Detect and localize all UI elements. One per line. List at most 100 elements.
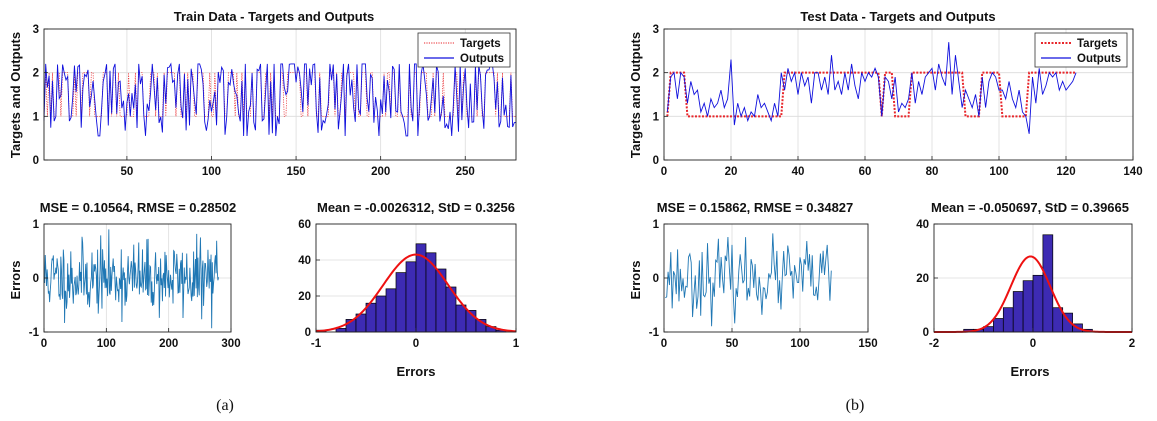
histogram-bar: [1032, 274, 1044, 333]
histogram-bar: [1042, 234, 1054, 333]
x-tick-label: 140: [1123, 166, 1142, 178]
test-targets-outputs-chart: Test Data - Targets and Outputs Targets …: [628, 9, 1143, 178]
y-tick-label: -1: [29, 327, 40, 339]
y-tick-label: 40: [916, 219, 929, 231]
y-tick-label: 1: [653, 219, 660, 231]
histogram-bar: [405, 261, 417, 333]
axes: 0 20 40 60 80 100 120 140 0 1 2 3 Targets Outputs: [653, 24, 1143, 178]
y-tick-label: 2: [33, 68, 39, 80]
legend-label-targets: Targets: [460, 38, 501, 50]
y-tick-label: 0: [305, 327, 311, 339]
y-axis-label: Errors: [628, 260, 643, 299]
legend-label-outputs: Outputs: [1077, 53, 1121, 65]
caption-a: (a): [216, 397, 234, 414]
x-tick-label: 20: [725, 166, 738, 178]
histogram-bar: [395, 272, 407, 333]
histogram-bar: [425, 252, 437, 333]
y-tick-label: 40: [298, 255, 311, 267]
test-errors-chart: MSE = 0.15862, RMSE = 0.34827 Errors 0 50…: [628, 200, 878, 350]
train-targets-outputs-chart: Train Data - Targets and Outputs Targets…: [8, 9, 517, 178]
x-tick-label: 0: [1030, 338, 1036, 350]
x-tick-label: 120: [1056, 166, 1075, 178]
y-tick-label: 2: [653, 68, 659, 80]
x-axis-label: Errors: [396, 364, 435, 379]
x-tick-label: 100: [790, 338, 809, 350]
histogram-bar: [455, 304, 467, 333]
y-axis-label: Targets and Outputs: [628, 32, 643, 158]
chart-title: Mean = -0.0026312, StD = 0.3256: [317, 200, 515, 215]
chart-title: Test Data - Targets and Outputs: [800, 9, 995, 24]
axes: 0 50 100 150-101: [649, 219, 878, 350]
y-tick-label: 3: [33, 24, 39, 36]
x-tick-label: -1: [311, 338, 322, 350]
histogram-bar: [993, 318, 1004, 333]
test-error-histogram-chart: Mean = -0.050697, StD = 0.39665 Errors -…: [916, 200, 1135, 379]
x-tick-label: 0: [661, 338, 667, 350]
x-tick-label: 250: [456, 166, 475, 178]
series-targets: [666, 71, 1077, 118]
axes-frame: [663, 28, 1134, 161]
series-outputs: [43, 62, 517, 137]
plot-data: [665, 233, 832, 327]
histogram-bar: [1002, 307, 1014, 333]
x-tick-label: 0: [41, 338, 47, 350]
histogram-bar: [1022, 280, 1034, 333]
normal-fit-curve: [315, 253, 517, 333]
x-tick-label: 150: [286, 166, 305, 178]
plot-data: [315, 243, 517, 333]
x-tick-label: 40: [792, 166, 805, 178]
axes-frame: [43, 28, 517, 161]
y-tick-label: 0: [653, 155, 659, 167]
histogram-bar: [385, 288, 397, 333]
caption-b: (b): [846, 397, 865, 414]
y-tick-label: 0: [33, 273, 39, 285]
y-tick-label: 0: [33, 155, 39, 167]
chart-title: MSE = 0.10564, RMSE = 0.28502: [40, 200, 237, 215]
x-tick-label: 200: [371, 166, 390, 178]
x-tick-label: 2: [1129, 338, 1135, 350]
legend-label-targets: Targets: [1077, 38, 1118, 50]
plot-data: [43, 62, 517, 137]
histogram-bar: [375, 295, 387, 333]
y-axis-label: Errors: [8, 260, 23, 299]
x-tick-label: 300: [221, 338, 240, 350]
x-tick-label: 0: [661, 166, 667, 178]
x-tick-label: 80: [926, 166, 939, 178]
y-tick-label: 0: [923, 327, 929, 339]
y-tick-label: 20: [298, 291, 311, 303]
x-tick-label: 50: [120, 166, 133, 178]
y-axis-label: Targets and Outputs: [8, 32, 23, 158]
train-error-histogram-chart: Mean = -0.0026312, StD = 0.3256 Errors -…: [298, 200, 520, 379]
y-tick-label: 20: [916, 273, 929, 285]
x-tick-label: 150: [858, 338, 877, 350]
x-tick-label: 60: [859, 166, 872, 178]
legend: Targets Outputs: [417, 32, 511, 68]
series-outputs: [666, 42, 1077, 134]
series-errors: [665, 233, 832, 327]
legend-label-outputs: Outputs: [460, 53, 504, 65]
axes: 0 100 200 300-101: [29, 219, 241, 350]
y-tick-label: 0: [653, 273, 659, 285]
plot-data: [666, 42, 1077, 134]
x-axis-label: Errors: [1010, 364, 1049, 379]
x-tick-label: 50: [726, 338, 739, 350]
y-tick-label: 1: [33, 219, 40, 231]
legend-box: [1034, 32, 1128, 68]
x-tick-label: 200: [159, 338, 178, 350]
x-tick-label: 0: [413, 338, 419, 350]
grid-lines: [664, 224, 868, 332]
x-tick-label: 100: [97, 338, 116, 350]
x-tick-label: 100: [989, 166, 1008, 178]
series-errors: [44, 229, 219, 329]
x-tick-label: 100: [202, 166, 221, 178]
plot-data: [44, 229, 219, 329]
y-tick-label: 1: [653, 111, 660, 123]
chart-title: Train Data - Targets and Outputs: [174, 9, 375, 24]
legend-box: [417, 32, 511, 68]
x-tick-label: -2: [929, 338, 939, 350]
chart-title: Mean = -0.050697, StD = 0.39665: [931, 200, 1129, 215]
axes: 50 100 150 200 250 0 1 2 3 Targets Outputs: [33, 24, 517, 178]
